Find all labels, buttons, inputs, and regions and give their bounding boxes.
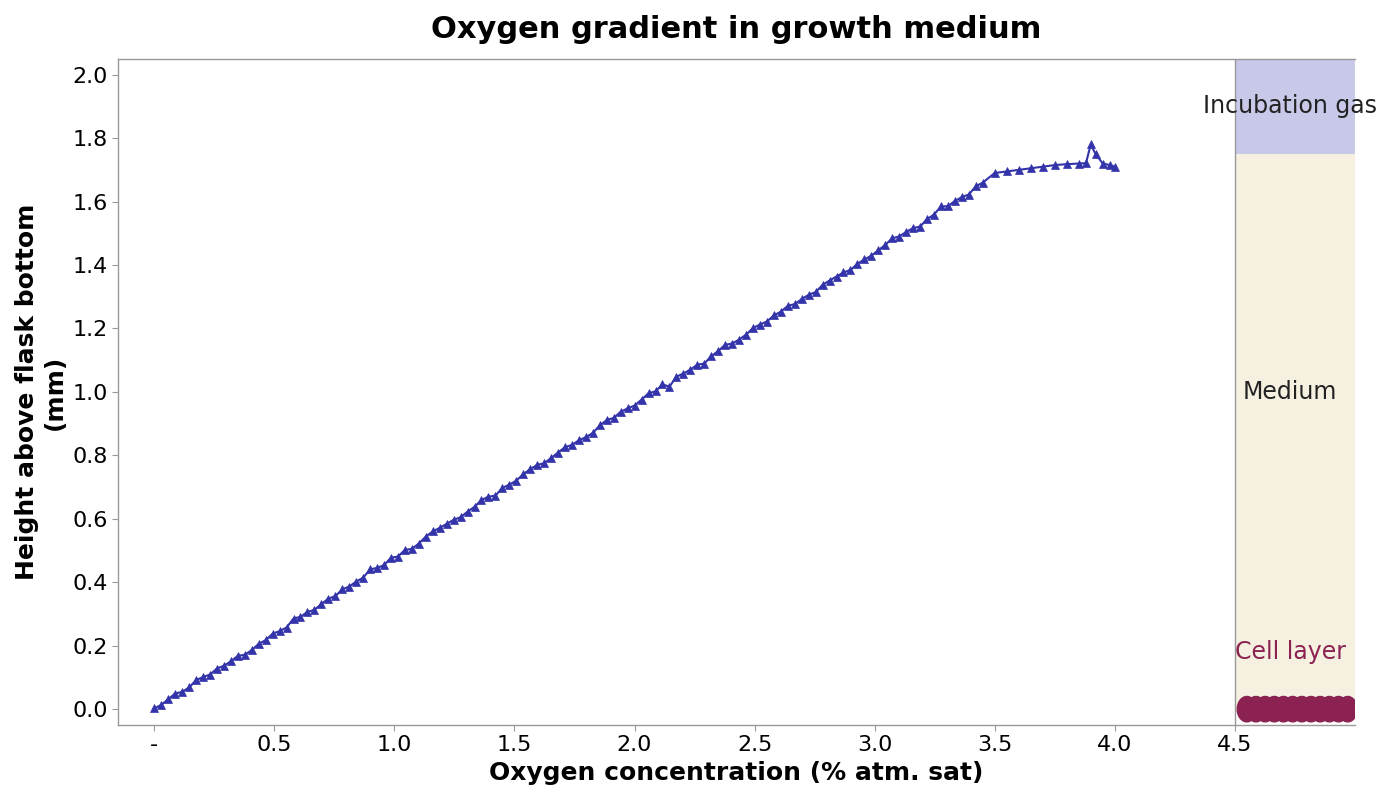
- Bar: [1235, 154, 1355, 709]
- Circle shape: [1274, 697, 1294, 722]
- Circle shape: [1302, 697, 1320, 722]
- Text: Incubation gas: Incubation gas: [1203, 94, 1378, 118]
- Circle shape: [1338, 697, 1357, 722]
- Circle shape: [1310, 697, 1330, 722]
- Text: Cell layer: Cell layer: [1235, 640, 1345, 664]
- Circle shape: [1256, 697, 1275, 722]
- Y-axis label: Height above flask bottom
(mm): Height above flask bottom (mm): [15, 204, 67, 580]
- Title: Oxygen gradient in growth medium: Oxygen gradient in growth medium: [431, 15, 1042, 44]
- Circle shape: [1246, 697, 1266, 722]
- Text: Medium: Medium: [1243, 380, 1337, 404]
- Circle shape: [1238, 697, 1256, 722]
- Circle shape: [1320, 697, 1338, 722]
- Bar: [1235, 59, 1355, 154]
- Circle shape: [1264, 697, 1284, 722]
- X-axis label: Oxygen concentration (% atm. sat): Oxygen concentration (% atm. sat): [490, 761, 984, 785]
- Circle shape: [1329, 697, 1348, 722]
- Circle shape: [1282, 697, 1302, 722]
- Circle shape: [1292, 697, 1312, 722]
